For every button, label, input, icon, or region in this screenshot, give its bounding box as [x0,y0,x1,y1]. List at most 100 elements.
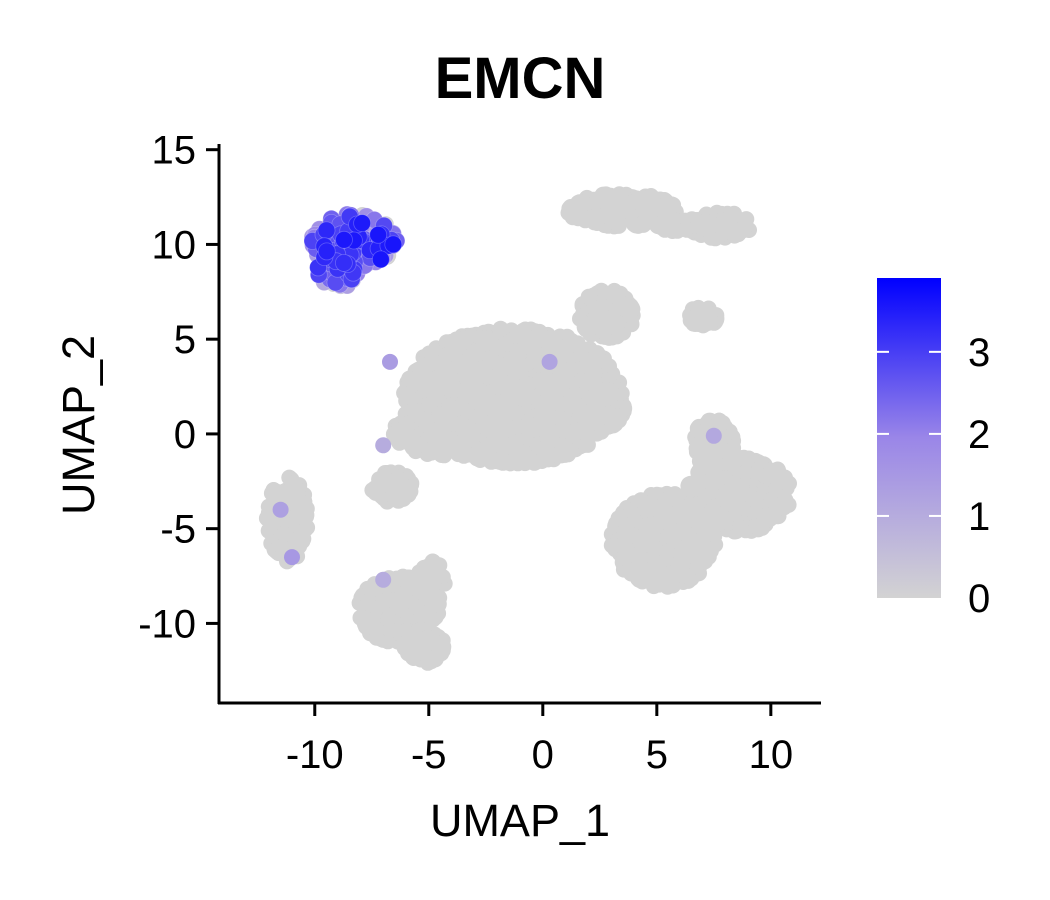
cell-point [633,536,650,553]
cell-point [599,194,616,211]
cell-point [387,491,403,508]
cell-point [475,384,492,401]
cell-point [422,583,439,600]
cell-point-expressing [272,501,289,518]
cell-point [546,376,563,393]
cell-point [385,592,402,609]
cell-point [490,412,507,429]
cell-point [451,357,467,374]
cell-point [594,298,610,314]
colorbar-legend: 0 1 2 3 [877,278,990,621]
cell-point [491,397,508,413]
cell-point [666,486,683,503]
cell-point [580,288,597,305]
cell-point [435,428,452,445]
cell-point [413,411,430,428]
cell-point [631,556,648,573]
cell-point [289,482,306,499]
cell-point [601,358,617,375]
cell-point [618,517,635,534]
cell-point [601,405,618,422]
cell-point [473,360,490,377]
x-axis-title: UMAP_1 [430,795,610,846]
cell-point [700,215,717,232]
cell-point [682,496,699,513]
colorbar-gradient [877,278,941,598]
cell-point [428,635,445,652]
cell-point [570,194,587,211]
cell-point [750,520,767,537]
cell-point [735,222,752,239]
cell-point [518,376,535,393]
y-axis-title: UMAP_2 [53,335,104,515]
cell-point [732,499,749,516]
x-tick-label: 5 [646,733,668,777]
cell-point [582,209,599,226]
cell-point-expressing [334,253,353,272]
cell-point [381,477,398,494]
cell-point [649,197,666,214]
cell-point [459,403,475,420]
cell-point [508,386,525,403]
cell-point [433,447,450,463]
cell-point [497,454,514,471]
cell-point [732,519,749,536]
cell-point [531,323,548,340]
cell-point [731,484,748,500]
cell-point [777,492,794,508]
cell-point [258,510,275,527]
cell-point [606,537,622,554]
cell-point [398,415,415,432]
cell-point-expressing [317,221,336,240]
colorbar-tick-label: 1 [968,495,990,539]
cell-point [700,513,717,529]
y-tick-label: 5 [174,318,196,362]
cell-point [477,330,494,347]
x-axis-ticks: -10 -5 0 5 10 [286,704,793,777]
cell-point [582,374,599,391]
cell-point [385,426,402,443]
cell-point [650,555,666,572]
cell-point [698,453,715,470]
cell-point [407,437,424,454]
cell-point [601,386,618,403]
cell-point-expressing [705,427,722,444]
cell-point [457,419,474,436]
cell-point [757,468,774,485]
cell-point [602,311,619,327]
cell-point [567,386,583,402]
colorbar-tick-label: 3 [968,331,990,375]
cell-point-expressing [284,549,300,566]
y-axis-ticks: 15 10 5 0 -5 -10 [138,129,219,646]
cell-point [671,554,688,571]
cell-point [276,526,293,542]
x-tick-label: -5 [411,733,447,777]
cell-point-expressing [371,250,390,269]
cell-point [402,483,419,500]
cell-point-expressing [317,242,336,261]
y-tick-label: 0 [174,413,196,457]
cell-point [446,341,463,358]
cell-point [491,339,508,356]
cell-point [419,654,436,671]
cell-point [711,412,728,429]
cell-point [665,212,682,229]
colorbar-tick-label: 0 [968,577,990,621]
cell-point [430,369,447,386]
cell-point [491,370,508,387]
cell-point [607,288,624,305]
cell-point [776,469,793,486]
x-tick-label: -10 [286,733,344,777]
cell-point [537,411,554,428]
cell-point [485,432,502,448]
cell-point [577,316,594,333]
cell-point [492,357,509,374]
colorbar-tick-label: 2 [968,413,990,457]
scatter-points [258,186,797,671]
x-tick-label: 10 [749,733,794,777]
cell-point-expressing [335,230,353,249]
cell-point [656,501,673,518]
cell-point [686,535,703,552]
cell-point [360,594,376,611]
cell-point [609,208,626,225]
